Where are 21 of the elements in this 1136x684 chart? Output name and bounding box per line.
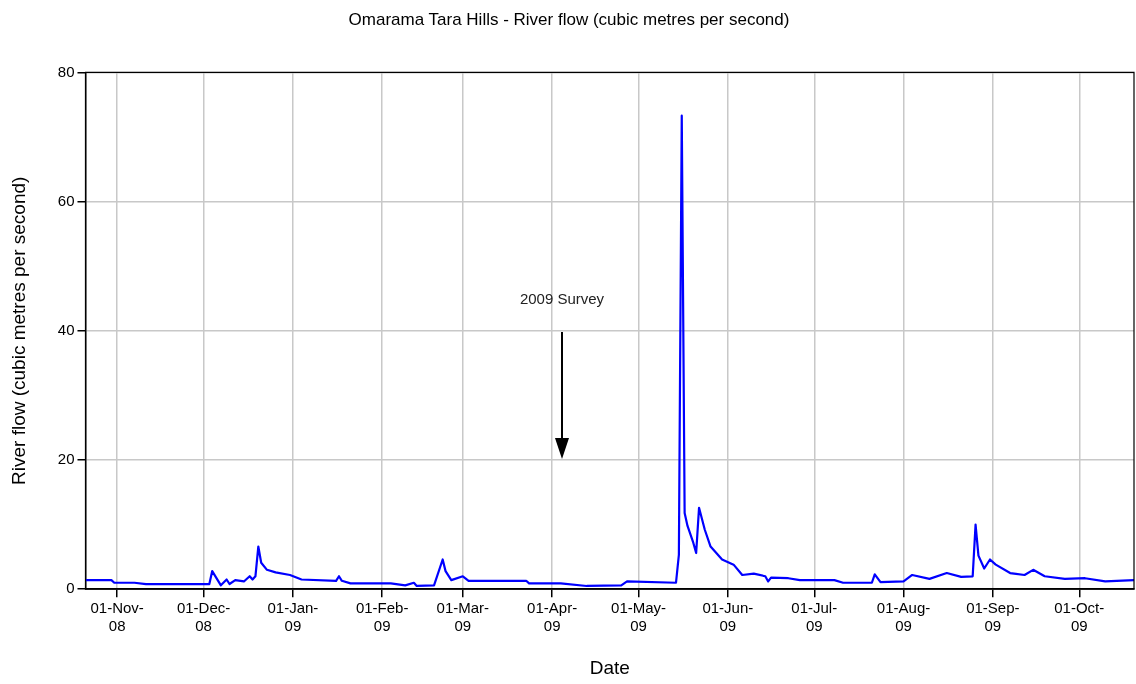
x-tick-label: 01-Jul-09 [791,599,838,635]
chart-title: Omarama Tara Hills - River flow (cubic metres per second) [348,9,790,29]
y-tick-label: 40 [57,320,75,338]
x-tick-label: 01-Aug-09 [876,599,931,635]
x-tick-label: 01-Apr-09 [527,599,578,635]
y-tick-label: 80 [57,62,75,80]
x-tick-label: 01-Sep-09 [966,599,1020,635]
x-axis-title: Date [589,656,630,678]
x-tick-label: 01-Jun-09 [702,599,754,635]
y-axis-title: River flow (cubic metres per second) [7,176,29,485]
annotation: 2009 Survey [518,290,606,307]
x-tick-label: 01-Mar-09 [436,599,490,635]
x-tick-label: 01-Oct-09 [1054,599,1105,635]
x-tick-label: 01-Dec-08 [176,599,231,635]
y-tick-label: 0 [66,579,75,597]
x-tick-label: 01-May-09 [611,599,667,635]
x-tick-label: 01-Nov-08 [90,599,144,635]
y-tick-label: 60 [57,191,75,209]
x-tick-label: 01-Feb-09 [355,599,409,635]
y-tick-label: 20 [57,450,75,468]
x-tick-label: 01-Jan-09 [267,599,319,635]
